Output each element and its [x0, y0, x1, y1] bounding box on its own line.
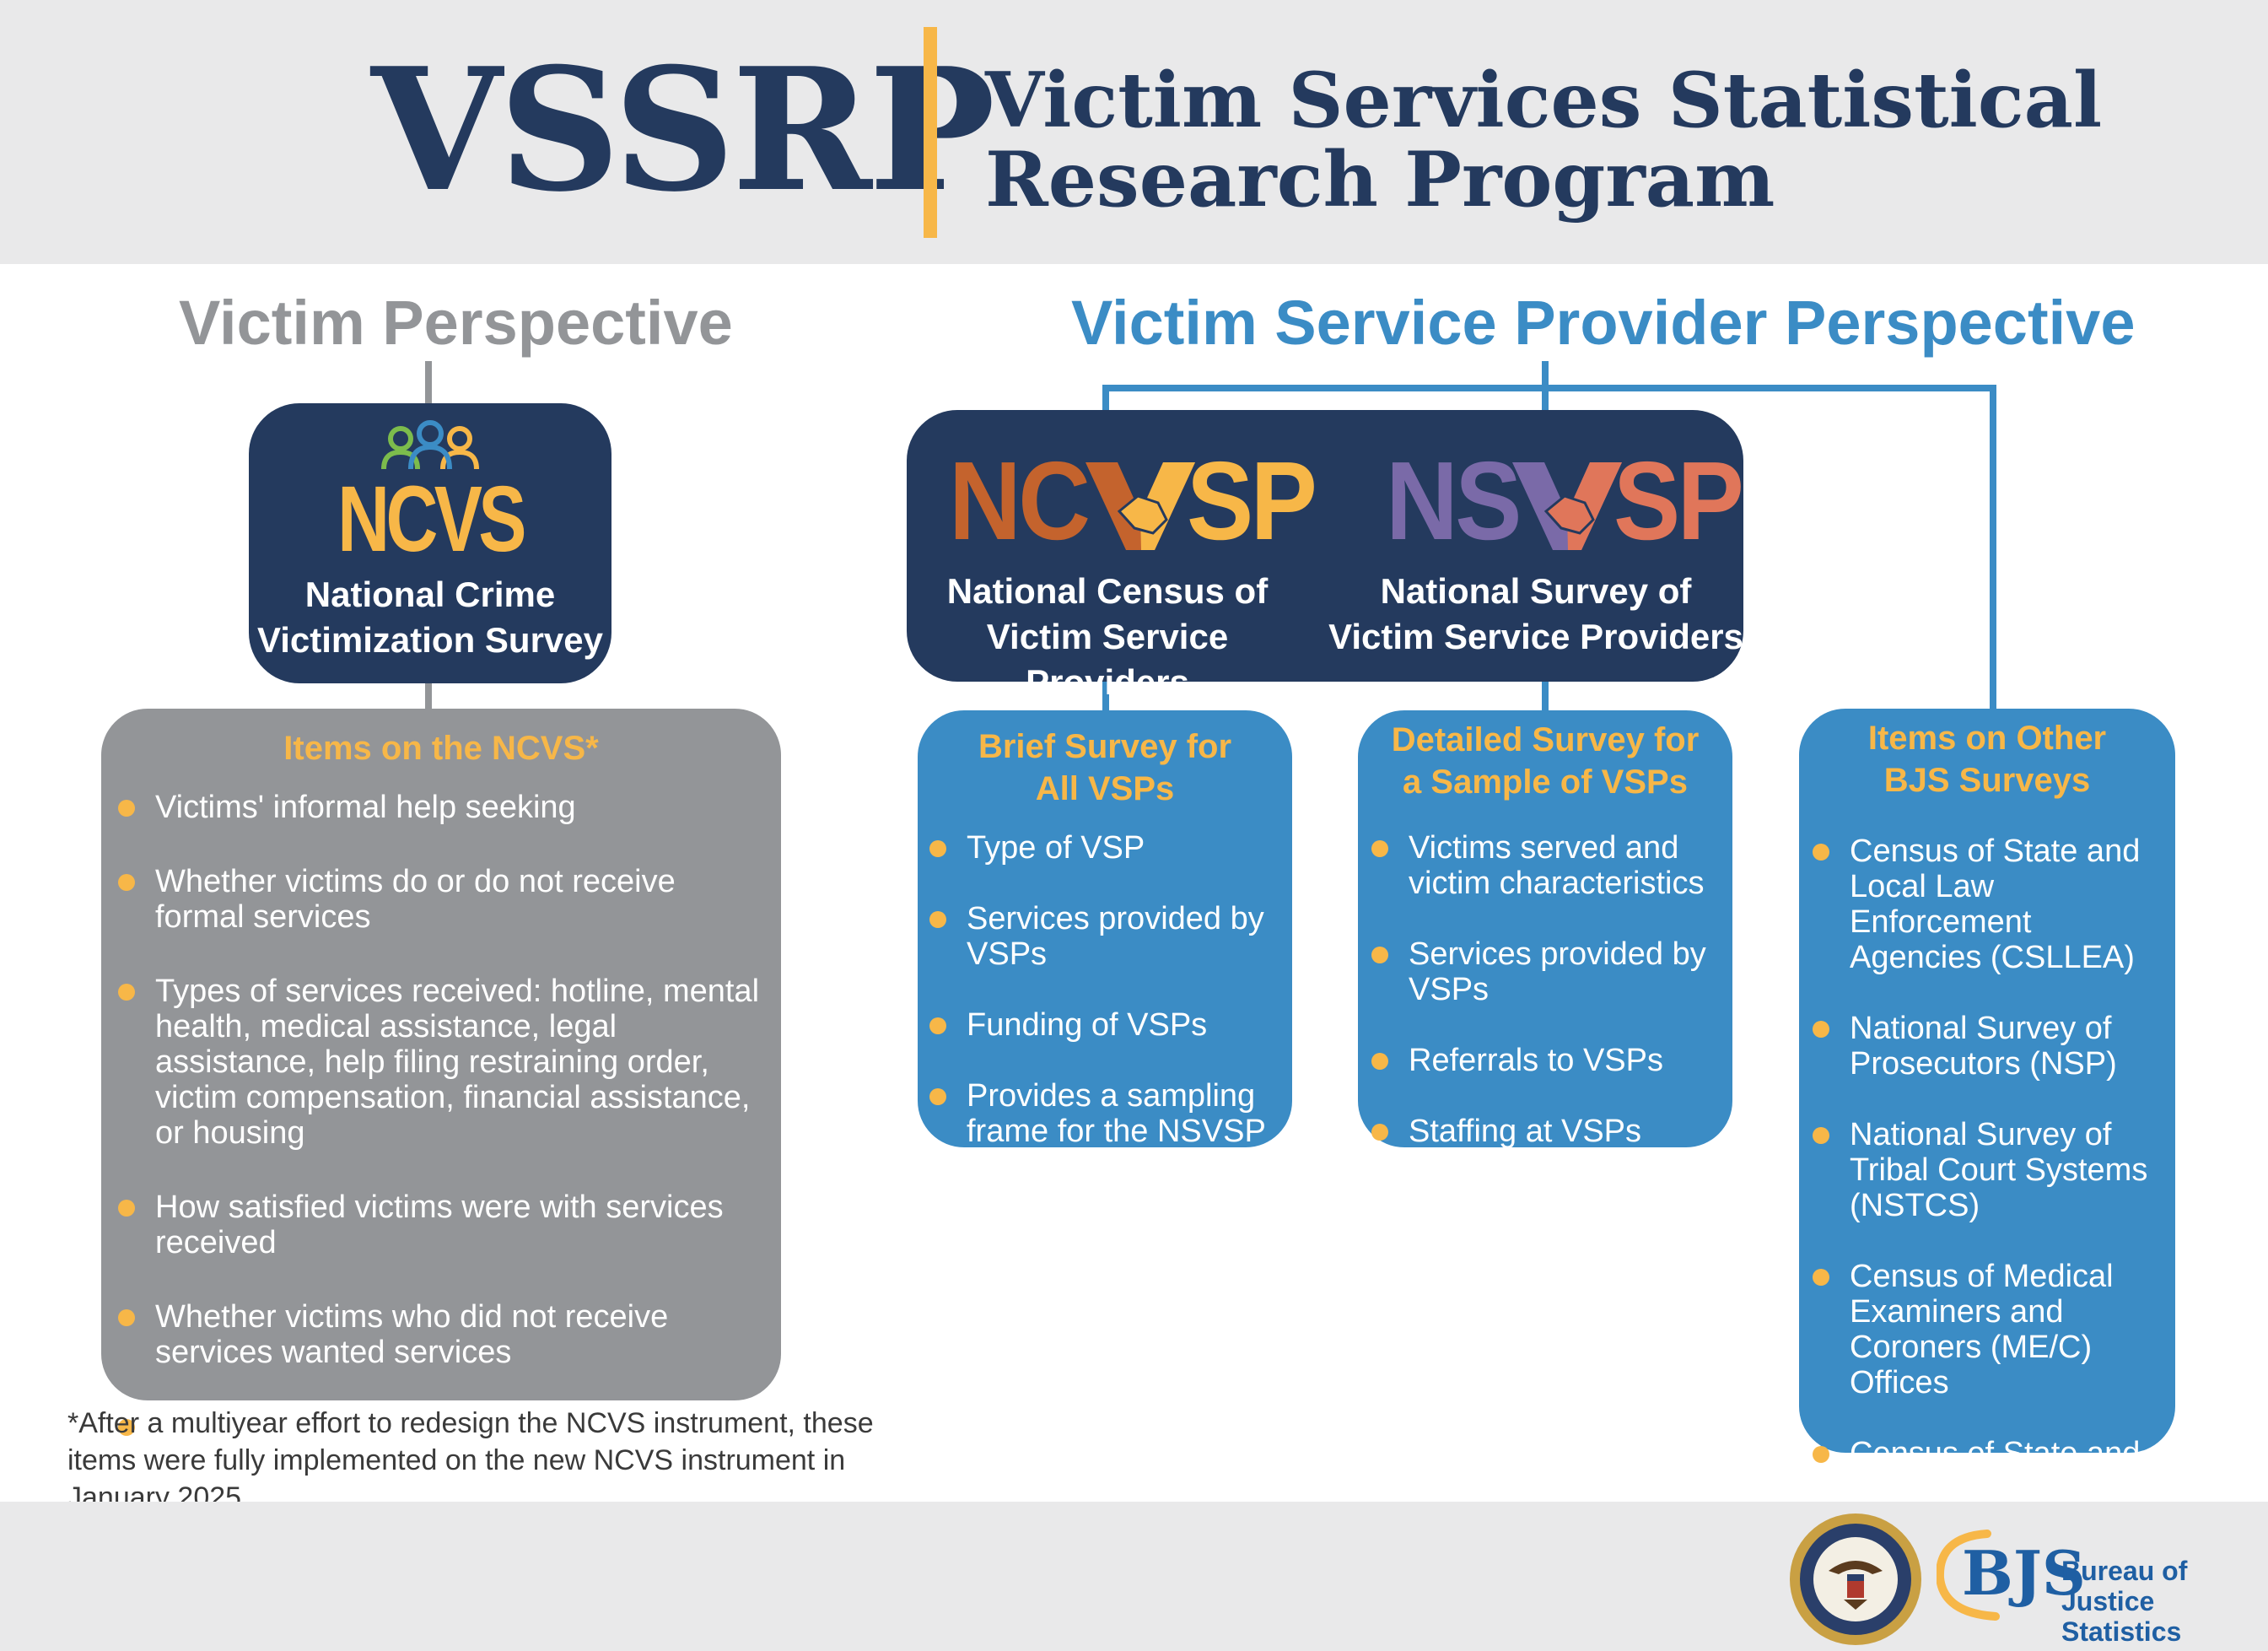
- connector-line: [1102, 385, 1109, 418]
- bullet-dot: [929, 911, 946, 928]
- list-item: How satisfied victims were with services…: [118, 1190, 768, 1260]
- bullet-dot: [1813, 1269, 1829, 1286]
- title-divider: [924, 27, 937, 238]
- header-band: [0, 0, 2268, 264]
- footer-band: [0, 1502, 2268, 1651]
- ncvs-items-heading: Items on the NCVS*: [283, 730, 599, 767]
- bullet-dot: [118, 800, 135, 817]
- ncvsp-logo: NC SP: [949, 442, 1317, 560]
- bullet-dot: [929, 1017, 946, 1034]
- bullet-dot: [1813, 844, 1829, 861]
- nsvsp-logo-right: SP: [1613, 439, 1744, 563]
- list-item: National Survey of Tribal Court Systems …: [1813, 1117, 2170, 1223]
- other-bjs-surveys-list: Census of State and Local Law Enforcemen…: [1813, 834, 2170, 1578]
- connector-line: [1542, 680, 1549, 714]
- list-item: Referrals to VSPs: [1371, 1043, 1726, 1078]
- bullet-dot: [118, 1200, 135, 1217]
- ncvs-items-list: Victims' informal help seeking Whether v…: [118, 790, 768, 1480]
- handshake-icon: [1512, 462, 1622, 550]
- victim-perspective-title: Victim Perspective: [179, 288, 733, 358]
- connector-line: [1102, 385, 1996, 391]
- bullet-dot: [1371, 840, 1388, 857]
- list-item: Whether victims do or do not receive for…: [118, 864, 768, 935]
- ncvs-box: NCVS National Crime Victimization Survey: [249, 403, 611, 683]
- program-name-line2: Research Program: [985, 135, 1775, 224]
- list-item: Funding of VSPs: [929, 1007, 1284, 1043]
- bullet-dot: [1813, 1446, 1829, 1463]
- list-item: Services provided by VSPs: [1371, 936, 1726, 1007]
- detailed-survey-box: Detailed Survey for a Sample of VSPs Vic…: [1358, 710, 1732, 1149]
- other-bjs-surveys-heading: Items on Other BJS Surveys: [1867, 720, 2107, 799]
- bullet-dot: [1371, 947, 1388, 963]
- detailed-survey-heading: Detailed Survey for a Sample of VSPs: [1391, 721, 1700, 801]
- connector-line: [425, 682, 432, 710]
- people-icon: [381, 420, 479, 470]
- connector-line: [1990, 385, 1996, 709]
- provider-perspective-title: Victim Service Provider Perspective: [1071, 288, 2136, 358]
- bullet-dot: [118, 1309, 135, 1326]
- department-of-justice-seal-icon: [1790, 1513, 1921, 1645]
- list-item: Victims' informal help seeking: [118, 790, 768, 825]
- list-item: Staffing at VSPs: [1371, 1114, 1726, 1149]
- ncvsp-label-line1: National Census of: [946, 571, 1269, 611]
- bullet-dot: [118, 1419, 135, 1436]
- ncvs-label: National Crime Victimization Survey: [249, 572, 611, 663]
- program-name-line1: Victim Services Statistical: [985, 56, 2103, 145]
- nsvsp-logo: NS SP: [1386, 442, 1744, 560]
- bullet-dot: [1371, 1053, 1388, 1070]
- list-item: Census of State and Local Law Enforcemen…: [1813, 834, 2170, 975]
- bjs-logo: BJS: [1962, 1537, 2086, 1609]
- program-full-name: Victim Services Statistical Research Pro…: [985, 61, 2102, 219]
- list-item: Census of Medical Examiners and Coroners…: [1813, 1259, 2170, 1400]
- other-bjs-surveys-box: Items on Other BJS Surveys Census of Sta…: [1799, 709, 2175, 1578]
- bullet-dot: [1371, 1124, 1388, 1141]
- brief-survey-heading: Brief Survey for All VSPs: [978, 728, 1232, 807]
- ncvsp-logo-left: NC: [949, 439, 1091, 563]
- list-item: Whether victims who did not receive serv…: [118, 1299, 768, 1370]
- bullet-dot: [118, 874, 135, 891]
- list-item: Reasons services were not received when …: [118, 1409, 768, 1480]
- vsp-surveys-box: NC SP National Census of Victim Service …: [907, 410, 1744, 702]
- connector-line: [1542, 385, 1549, 418]
- list-item: Types of services received: hotline, men…: [118, 974, 768, 1151]
- nsvsp-label-line2: Victim Service Providers: [1328, 617, 1743, 656]
- connector-line: [425, 361, 432, 403]
- list-item: Provides a sampling frame for the NSVSP: [929, 1078, 1284, 1149]
- detailed-survey-list: Victims served and victim characteristic…: [1371, 830, 1726, 1149]
- bullet-dot: [1813, 1021, 1829, 1038]
- bullet-dot: [118, 984, 135, 1001]
- bjs-swoosh-icon: [1937, 1530, 2000, 1621]
- list-item: Type of VSP: [929, 830, 1284, 866]
- connector-line: [1102, 680, 1109, 714]
- ncvs-label-line2: Victimization Survey: [256, 620, 604, 660]
- list-item: Services provided by VSPs: [929, 901, 1284, 972]
- footnote: *After a multiyear effort to redesign th…: [67, 1407, 874, 1513]
- nsvsp-label: National Survey of Victim Service Provid…: [1328, 569, 1743, 660]
- list-item: Victims served and victim characteristic…: [1371, 830, 1726, 901]
- bullet-dot: [929, 840, 946, 857]
- nsvsp-label-line1: National Survey of: [1380, 571, 1692, 611]
- ncvsp-label: National Census of Victim Service Provid…: [907, 569, 1308, 705]
- ncvs-logo-text: NCVS: [337, 467, 526, 571]
- brief-survey-box: Brief Survey for All VSPs Type of VSP Se…: [918, 710, 1292, 1149]
- bullet-dot: [929, 1088, 946, 1105]
- ncvs-label-line1: National Crime: [304, 575, 556, 614]
- ncvsp-label-line2: Victim Service Providers: [986, 617, 1229, 702]
- nsvsp-logo-left: NS: [1386, 439, 1522, 563]
- bullet-dot: [1813, 1127, 1829, 1144]
- brief-survey-list: Type of VSP Services provided by VSPs Fu…: [929, 830, 1284, 1149]
- ncvsp-logo-right: SP: [1187, 439, 1317, 563]
- bjs-name: Bureau of Justice Statistics: [2061, 1556, 2188, 1647]
- handshake-icon: [1086, 462, 1195, 550]
- connector-line: [1542, 361, 1549, 386]
- ncvs-items-box: Items on the NCVS* Victims' informal hel…: [101, 709, 781, 1480]
- list-item: National Survey of Prosecutors (NSP): [1813, 1011, 2170, 1082]
- program-acronym: VSSRP: [371, 31, 995, 229]
